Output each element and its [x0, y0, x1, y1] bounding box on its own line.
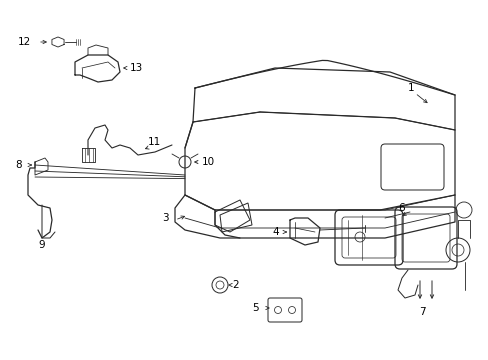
Text: 10: 10 [202, 157, 215, 167]
Text: 13: 13 [130, 63, 143, 73]
Text: 12: 12 [18, 37, 31, 47]
Text: 3: 3 [162, 213, 168, 223]
Text: 5: 5 [251, 303, 258, 313]
Text: 4: 4 [271, 227, 278, 237]
Text: 2: 2 [231, 280, 238, 290]
Text: 6: 6 [397, 203, 404, 213]
Text: 9: 9 [39, 240, 45, 250]
Text: 11: 11 [148, 137, 161, 147]
Text: 1: 1 [407, 83, 414, 93]
Text: 7: 7 [418, 307, 425, 317]
Text: 8: 8 [15, 160, 21, 170]
